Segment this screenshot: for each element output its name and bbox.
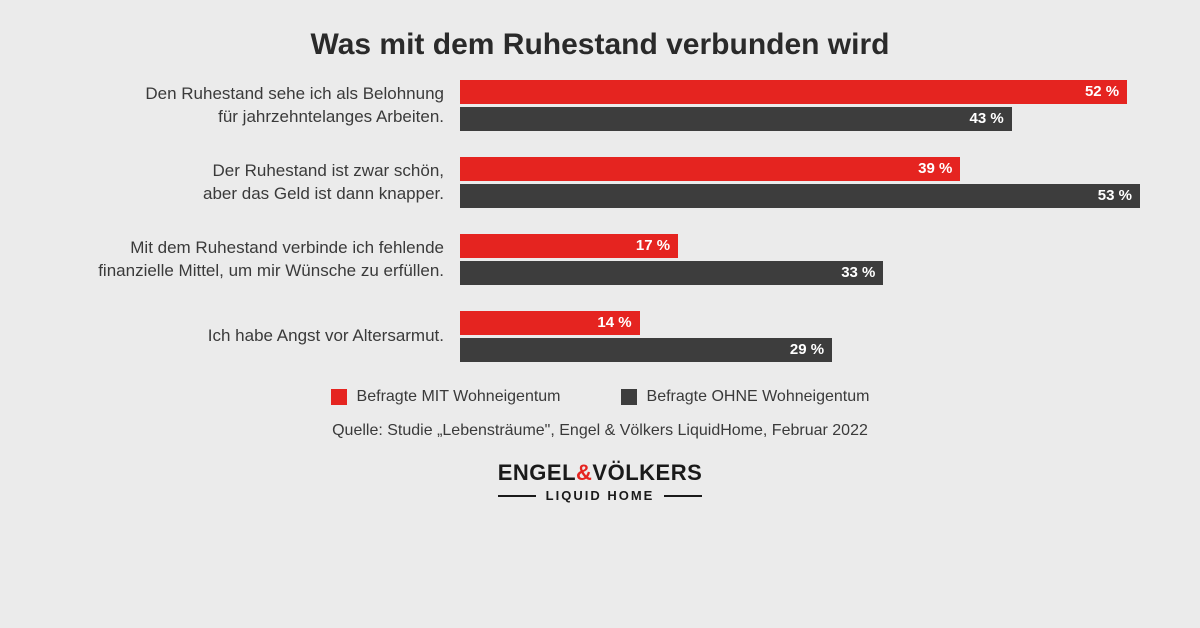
bar-value: 17 % (636, 234, 670, 258)
bar: 53 % (460, 184, 1140, 208)
bar: 33 % (460, 261, 883, 285)
row-label: Ich habe Angst vor Altersarmut. (60, 325, 460, 348)
legend-item-2: Befragte OHNE Wohneigentum (621, 388, 870, 406)
legend-label-2: Befragte OHNE Wohneigentum (647, 388, 870, 406)
chart-row: Den Ruhestand sehe ich als Belohnungfür … (60, 80, 1140, 131)
row-bars: 14 % 29 % (460, 311, 1140, 362)
bar: 43 % (460, 107, 1012, 131)
brand-rule-left (498, 495, 536, 497)
brand-name-a: ENGEL (498, 460, 576, 485)
chart-row: Mit dem Ruhestand verbinde ich fehlendef… (60, 234, 1140, 285)
legend-swatch-2 (621, 389, 637, 405)
row-bars: 52 % 43 % (460, 80, 1140, 131)
chart-row: Ich habe Angst vor Altersarmut. 14 % 29 % (60, 311, 1140, 362)
bar: 14 % (460, 311, 640, 335)
bar: 17 % (460, 234, 678, 258)
bar: 39 % (460, 157, 960, 181)
bar-value: 14 % (597, 311, 631, 335)
brand-rule-right (664, 495, 702, 497)
bar-value: 53 % (1098, 184, 1132, 208)
bar-value: 43 % (969, 107, 1003, 131)
bar-chart: Den Ruhestand sehe ich als Belohnungfür … (0, 80, 1200, 362)
row-label: Der Ruhestand ist zwar schön,aber das Ge… (60, 160, 460, 206)
legend: Befragte MIT Wohneigentum Befragte OHNE … (0, 388, 1200, 406)
bar-value: 29 % (790, 338, 824, 362)
brand-logo: ENGEL&VÖLKERS LIQUID HOME (0, 460, 1200, 503)
bar: 29 % (460, 338, 832, 362)
bar-value: 52 % (1085, 80, 1119, 104)
brand-sub-text: LIQUID HOME (546, 488, 655, 503)
row-bars: 17 % 33 % (460, 234, 1140, 285)
brand-ampersand: & (576, 460, 592, 485)
brand-name-b: VÖLKERS (592, 460, 702, 485)
bar-value: 33 % (841, 261, 875, 285)
bar-value: 39 % (918, 157, 952, 181)
chart-row: Der Ruhestand ist zwar schön,aber das Ge… (60, 157, 1140, 208)
row-label: Mit dem Ruhestand verbinde ich fehlendef… (60, 237, 460, 283)
legend-label-1: Befragte MIT Wohneigentum (357, 388, 561, 406)
row-bars: 39 % 53 % (460, 157, 1140, 208)
brand-name: ENGEL&VÖLKERS (0, 460, 1200, 486)
row-label: Den Ruhestand sehe ich als Belohnungfür … (60, 83, 460, 129)
source-text: Quelle: Studie „Lebensträume", Engel & V… (0, 422, 1200, 440)
brand-subline: LIQUID HOME (0, 488, 1200, 503)
legend-swatch-1 (331, 389, 347, 405)
chart-title: Was mit dem Ruhestand verbunden wird (0, 0, 1200, 80)
bar: 52 % (460, 80, 1127, 104)
legend-item-1: Befragte MIT Wohneigentum (331, 388, 561, 406)
